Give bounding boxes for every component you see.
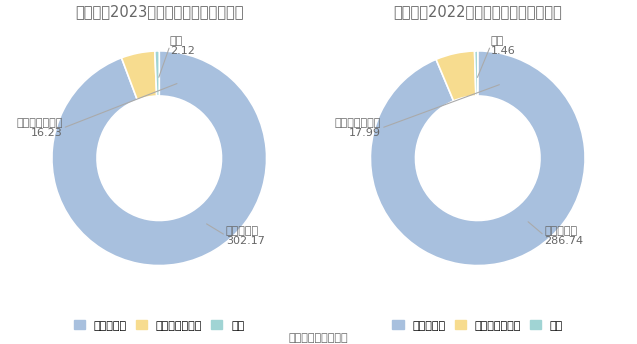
- Title: 英特集团2022年营业收入构成（亿元）: 英特集团2022年营业收入构成（亿元）: [394, 4, 562, 19]
- Title: 英特集团2023年营业收入构成（亿元）: 英特集团2023年营业收入构成（亿元）: [75, 4, 243, 19]
- Text: 数据来源：恒生聚源: 数据来源：恒生聚源: [289, 333, 348, 343]
- Wedge shape: [122, 51, 157, 100]
- Text: 其他: 其他: [170, 35, 183, 45]
- Text: 器械耗材类销售: 器械耗材类销售: [17, 118, 62, 128]
- Wedge shape: [52, 51, 266, 266]
- Wedge shape: [155, 51, 159, 96]
- Text: 286.74: 286.74: [544, 236, 583, 246]
- Legend: 药品类销售, 器械耗材类销售, 其他: 药品类销售, 器械耗材类销售, 其他: [388, 316, 568, 335]
- Text: 其他: 其他: [490, 35, 504, 45]
- Text: 2.12: 2.12: [170, 45, 195, 55]
- Wedge shape: [371, 51, 585, 266]
- Text: 药品类销售: 药品类销售: [544, 226, 577, 236]
- Text: 1.46: 1.46: [490, 45, 515, 55]
- Text: 302.17: 302.17: [225, 236, 264, 246]
- Text: 17.99: 17.99: [349, 128, 381, 138]
- Text: 药品类销售: 药品类销售: [225, 226, 259, 236]
- Wedge shape: [436, 51, 476, 101]
- Text: 16.23: 16.23: [31, 128, 62, 138]
- Wedge shape: [475, 51, 478, 96]
- Text: 器械耗材类销售: 器械耗材类销售: [335, 118, 381, 128]
- Legend: 药品类销售, 器械耗材类销售, 其他: 药品类销售, 器械耗材类销售, 其他: [69, 316, 249, 335]
